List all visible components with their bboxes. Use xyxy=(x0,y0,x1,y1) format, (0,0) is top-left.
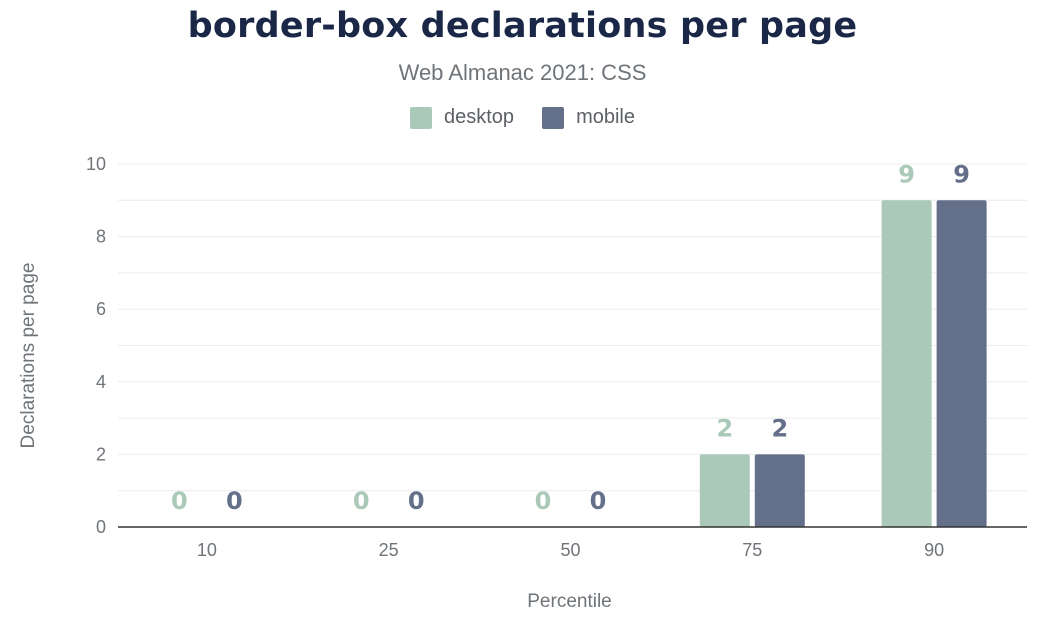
chart-subtitle: Web Almanac 2021: CSS xyxy=(398,60,647,85)
x-tick-label: 90 xyxy=(924,540,944,560)
x-axis-title: Percentile xyxy=(527,591,612,612)
legend-item-desktop[interactable]: desktop xyxy=(410,106,514,129)
legend: desktop mobile xyxy=(0,106,1045,129)
data-label-mobile: 2 xyxy=(771,414,788,442)
legend-swatch-mobile xyxy=(542,106,565,129)
y-tick-label: 8 xyxy=(96,227,106,247)
y-tick-label: 4 xyxy=(96,372,106,392)
data-label-desktop: 2 xyxy=(716,414,733,442)
bar-desktop[interactable] xyxy=(881,200,932,528)
y-axis-ticks: 0 2 4 6 8 10 xyxy=(86,154,106,537)
bars xyxy=(699,200,987,528)
data-label-desktop: 9 xyxy=(898,160,915,188)
bar-mobile[interactable] xyxy=(936,200,987,528)
x-tick-label: 50 xyxy=(560,540,580,560)
y-tick-label: 2 xyxy=(96,444,106,464)
legend-swatch-desktop xyxy=(410,106,432,129)
legend-label-mobile: mobile xyxy=(576,106,635,128)
data-labels: 0 0 0 0 0 0 2 2 9 9 xyxy=(171,160,970,515)
legend-item-mobile[interactable]: mobile xyxy=(542,106,635,129)
x-tick-label: 75 xyxy=(742,540,762,560)
y-tick-label: 6 xyxy=(96,299,106,319)
legend-label-desktop: desktop xyxy=(444,106,515,128)
y-tick-label: 0 xyxy=(96,517,106,537)
data-label-desktop: 0 xyxy=(535,487,552,515)
bar-desktop[interactable] xyxy=(699,454,750,527)
x-axis-ticks: 10 25 50 75 90 xyxy=(197,540,944,560)
gridlines xyxy=(118,163,1027,492)
data-label-desktop: 0 xyxy=(353,487,370,515)
x-tick-label: 10 xyxy=(197,540,217,560)
bar-mobile[interactable] xyxy=(754,454,805,527)
data-label-mobile: 0 xyxy=(408,487,425,515)
y-tick-label: 10 xyxy=(86,154,106,174)
data-label-desktop: 0 xyxy=(171,487,188,515)
y-axis-title: Declarations per page xyxy=(18,263,39,449)
chart-title: border-box declarations per page xyxy=(187,6,858,46)
x-tick-label: 25 xyxy=(379,540,399,560)
data-label-mobile: 0 xyxy=(590,487,607,515)
data-label-mobile: 9 xyxy=(953,160,970,188)
data-label-mobile: 0 xyxy=(226,487,243,515)
